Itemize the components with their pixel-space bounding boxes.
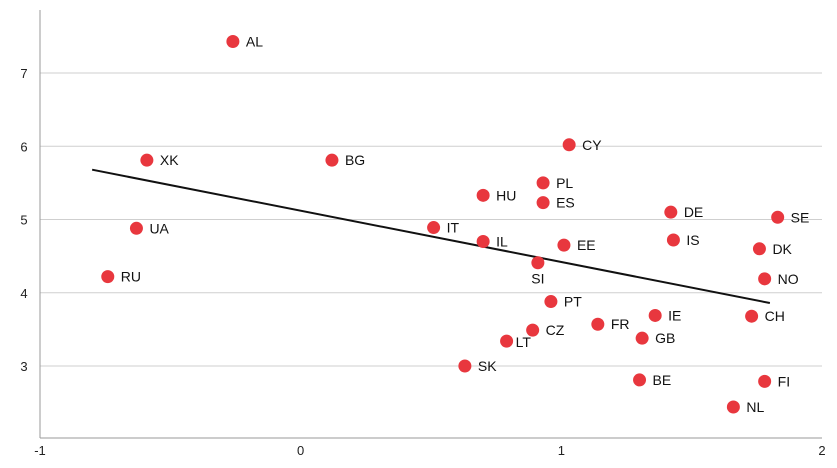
data-point-ee (557, 238, 571, 252)
point-label-es: ES (556, 195, 575, 211)
point-label-fr: FR (611, 316, 630, 332)
data-point-il (476, 234, 490, 248)
x-tick-label: 0 (297, 443, 304, 458)
data-point-es (536, 196, 550, 210)
point-label-fi: FI (778, 373, 790, 389)
point-label-bg: BG (345, 152, 365, 168)
data-point-hu (476, 188, 490, 202)
y-tick-label: 6 (20, 139, 27, 154)
point-label-cz: CZ (546, 322, 565, 338)
data-point-is (666, 233, 680, 247)
data-point-no (758, 272, 772, 286)
data-point-pl (536, 176, 550, 190)
trendline (91, 168, 771, 304)
trendline-layer (91, 168, 771, 304)
data-point-ie (648, 308, 662, 322)
data-point-sk (458, 359, 472, 373)
data-point-al (226, 35, 240, 49)
data-point-pt (544, 295, 558, 309)
point-label-si: SI (531, 271, 544, 287)
point-label-pt: PT (564, 294, 582, 310)
data-point-lt (500, 334, 514, 348)
point-label-il: IL (496, 233, 508, 249)
data-point-it (427, 221, 441, 235)
point-label-ua: UA (149, 220, 169, 236)
point-label-sk: SK (478, 358, 497, 374)
point-label-no: NO (778, 271, 799, 287)
data-point-fi (758, 374, 772, 388)
data-point-ua (129, 221, 143, 235)
point-label-is: IS (686, 232, 699, 248)
point-label-lt: LT (516, 334, 532, 350)
point-labels: AL XK BG UA RU IT IL HU PL ES CY EE SI PT CZ LT SK FR IE GB… (121, 34, 810, 416)
data-point-xk (140, 153, 154, 167)
point-label-ch: CH (765, 308, 785, 324)
point-label-dk: DK (772, 241, 792, 257)
data-point-cy (562, 138, 576, 152)
point-label-nl: NL (746, 399, 764, 415)
point-label-gb: GB (655, 330, 675, 346)
data-point-si (531, 256, 545, 270)
y-tick-label: 5 (20, 213, 27, 228)
point-label-de: DE (684, 204, 703, 220)
x-tick-label: 2 (818, 443, 825, 458)
data-points (101, 35, 785, 414)
axes (39, 10, 822, 439)
grid-lines (40, 72, 822, 367)
data-point-ru (101, 270, 115, 284)
y-tick-label: 7 (20, 66, 27, 81)
point-label-al: AL (246, 34, 263, 50)
point-label-pl: PL (556, 175, 573, 191)
x-tick-label: 1 (558, 443, 565, 458)
point-label-ie: IE (668, 307, 681, 323)
data-point-fr (591, 317, 605, 331)
y-tick-label: 3 (20, 359, 27, 374)
tick-labels: 3 4 5 6 7 -1 0 1 2 (20, 66, 825, 458)
data-point-gb (635, 331, 649, 345)
x-tick-label: -1 (34, 443, 46, 458)
point-label-be: BE (653, 372, 672, 388)
data-point-bg (325, 153, 339, 167)
data-point-se (771, 210, 785, 224)
point-label-hu: HU (496, 187, 516, 203)
data-point-nl (726, 400, 740, 414)
data-point-be (633, 373, 647, 387)
data-point-dk (752, 242, 766, 256)
point-label-cy: CY (582, 137, 602, 153)
data-point-cz (526, 323, 540, 337)
point-label-se: SE (791, 209, 810, 225)
point-label-ru: RU (121, 269, 141, 285)
data-point-de (664, 205, 678, 219)
y-tick-label: 4 (20, 286, 27, 301)
point-label-it: IT (447, 220, 460, 236)
data-point-ch (745, 309, 759, 323)
point-label-ee: EE (577, 237, 596, 253)
point-label-xk: XK (160, 152, 179, 168)
